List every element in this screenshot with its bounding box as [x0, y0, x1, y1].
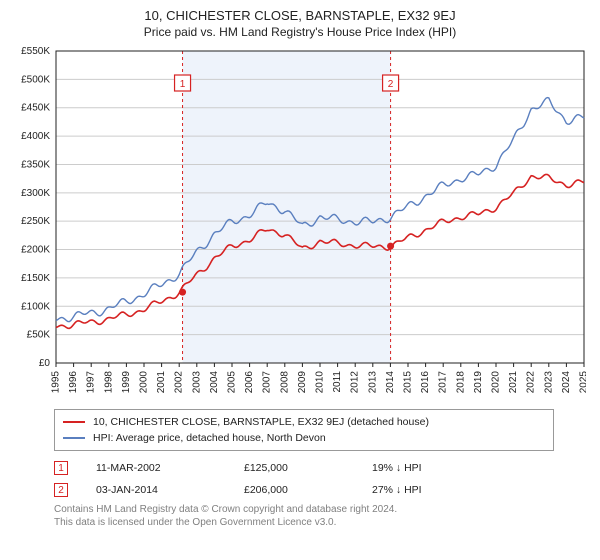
- page-title: 10, CHICHESTER CLOSE, BARNSTAPLE, EX32 9…: [14, 8, 586, 23]
- svg-text:2004: 2004: [209, 371, 220, 394]
- legend-swatch: [63, 437, 85, 439]
- sale-date: 11-MAR-2002: [96, 462, 216, 474]
- svg-text:2019: 2019: [473, 371, 484, 394]
- sales-table: 1 11-MAR-2002 £125,000 19% ↓ HPI 2 03-JAN-201…: [54, 457, 586, 501]
- svg-text:£400K: £400K: [21, 131, 50, 142]
- svg-text:2023: 2023: [543, 371, 554, 394]
- legend-label: HPI: Average price, detached house, Nort…: [93, 430, 326, 446]
- svg-text:1: 1: [180, 79, 186, 90]
- svg-text:2006: 2006: [244, 371, 255, 394]
- svg-text:2002: 2002: [174, 371, 185, 394]
- legend-label: 10, CHICHESTER CLOSE, BARNSTAPLE, EX32 9…: [93, 414, 429, 430]
- svg-text:1996: 1996: [68, 371, 79, 394]
- svg-text:2008: 2008: [279, 371, 290, 394]
- svg-text:2005: 2005: [227, 371, 238, 394]
- svg-text:2012: 2012: [350, 371, 361, 394]
- svg-text:2020: 2020: [491, 371, 502, 394]
- svg-text:2018: 2018: [455, 371, 466, 394]
- sale-row: 1 11-MAR-2002 £125,000 19% ↓ HPI: [54, 457, 586, 479]
- svg-text:£0: £0: [39, 358, 51, 369]
- sale-index-box: 1: [54, 461, 68, 475]
- legend: 10, CHICHESTER CLOSE, BARNSTAPLE, EX32 9…: [54, 409, 554, 451]
- svg-text:£300K: £300K: [21, 188, 50, 199]
- svg-text:1995: 1995: [51, 371, 62, 394]
- sale-delta: 27% ↓ HPI: [372, 484, 422, 496]
- sale-row: 2 03-JAN-2014 £206,000 27% ↓ HPI: [54, 479, 586, 501]
- svg-text:2022: 2022: [526, 371, 537, 394]
- svg-text:2025: 2025: [579, 371, 587, 394]
- sale-date: 03-JAN-2014: [96, 484, 216, 496]
- svg-text:2010: 2010: [315, 371, 326, 394]
- svg-text:£350K: £350K: [21, 159, 50, 170]
- svg-text:£150K: £150K: [21, 273, 50, 284]
- svg-text:1999: 1999: [121, 371, 132, 394]
- svg-text:2015: 2015: [403, 371, 414, 394]
- svg-text:1997: 1997: [86, 371, 97, 394]
- svg-text:2000: 2000: [139, 371, 150, 394]
- svg-text:£500K: £500K: [21, 74, 50, 85]
- price-chart: £0 £50K £100K £150K £200K £250K £300K £350K £400…: [14, 45, 586, 405]
- chart-svg: £0 £50K £100K £150K £200K £250K £300K £350K £400…: [14, 45, 586, 405]
- svg-text:2011: 2011: [332, 371, 343, 393]
- svg-text:2003: 2003: [191, 371, 202, 394]
- svg-text:1998: 1998: [103, 371, 114, 394]
- footer-attribution: Contains HM Land Registry data © Crown c…: [54, 503, 586, 529]
- svg-text:£450K: £450K: [21, 103, 50, 114]
- svg-text:2014: 2014: [385, 371, 396, 394]
- svg-text:£50K: £50K: [27, 330, 51, 341]
- sale-price: £206,000: [244, 484, 344, 496]
- svg-text:2017: 2017: [438, 371, 449, 394]
- svg-text:2016: 2016: [420, 371, 431, 394]
- svg-text:£200K: £200K: [21, 245, 50, 256]
- page-subtitle: Price paid vs. HM Land Registry's House …: [14, 25, 586, 39]
- legend-item: HPI: Average price, detached house, Nort…: [63, 430, 545, 446]
- svg-text:2007: 2007: [262, 371, 273, 394]
- sale-delta: 19% ↓ HPI: [372, 462, 422, 474]
- sale-marker-2: [387, 243, 394, 250]
- legend-item: 10, CHICHESTER CLOSE, BARNSTAPLE, EX32 9…: [63, 414, 545, 430]
- svg-text:2001: 2001: [156, 371, 167, 394]
- svg-text:2021: 2021: [508, 371, 519, 394]
- svg-text:2013: 2013: [367, 371, 378, 394]
- footer-line-1: Contains HM Land Registry data © Crown c…: [54, 503, 586, 516]
- sale-marker-1: [179, 289, 186, 296]
- sale-price: £125,000: [244, 462, 344, 474]
- svg-text:£250K: £250K: [21, 216, 50, 227]
- svg-text:2024: 2024: [561, 371, 572, 394]
- svg-text:2: 2: [388, 79, 394, 90]
- svg-text:£550K: £550K: [21, 46, 50, 57]
- svg-text:2009: 2009: [297, 371, 308, 394]
- legend-swatch: [63, 421, 85, 423]
- footer-line-2: This data is licensed under the Open Gov…: [54, 516, 586, 529]
- svg-text:£100K: £100K: [21, 301, 50, 312]
- sale-index-box: 2: [54, 483, 68, 497]
